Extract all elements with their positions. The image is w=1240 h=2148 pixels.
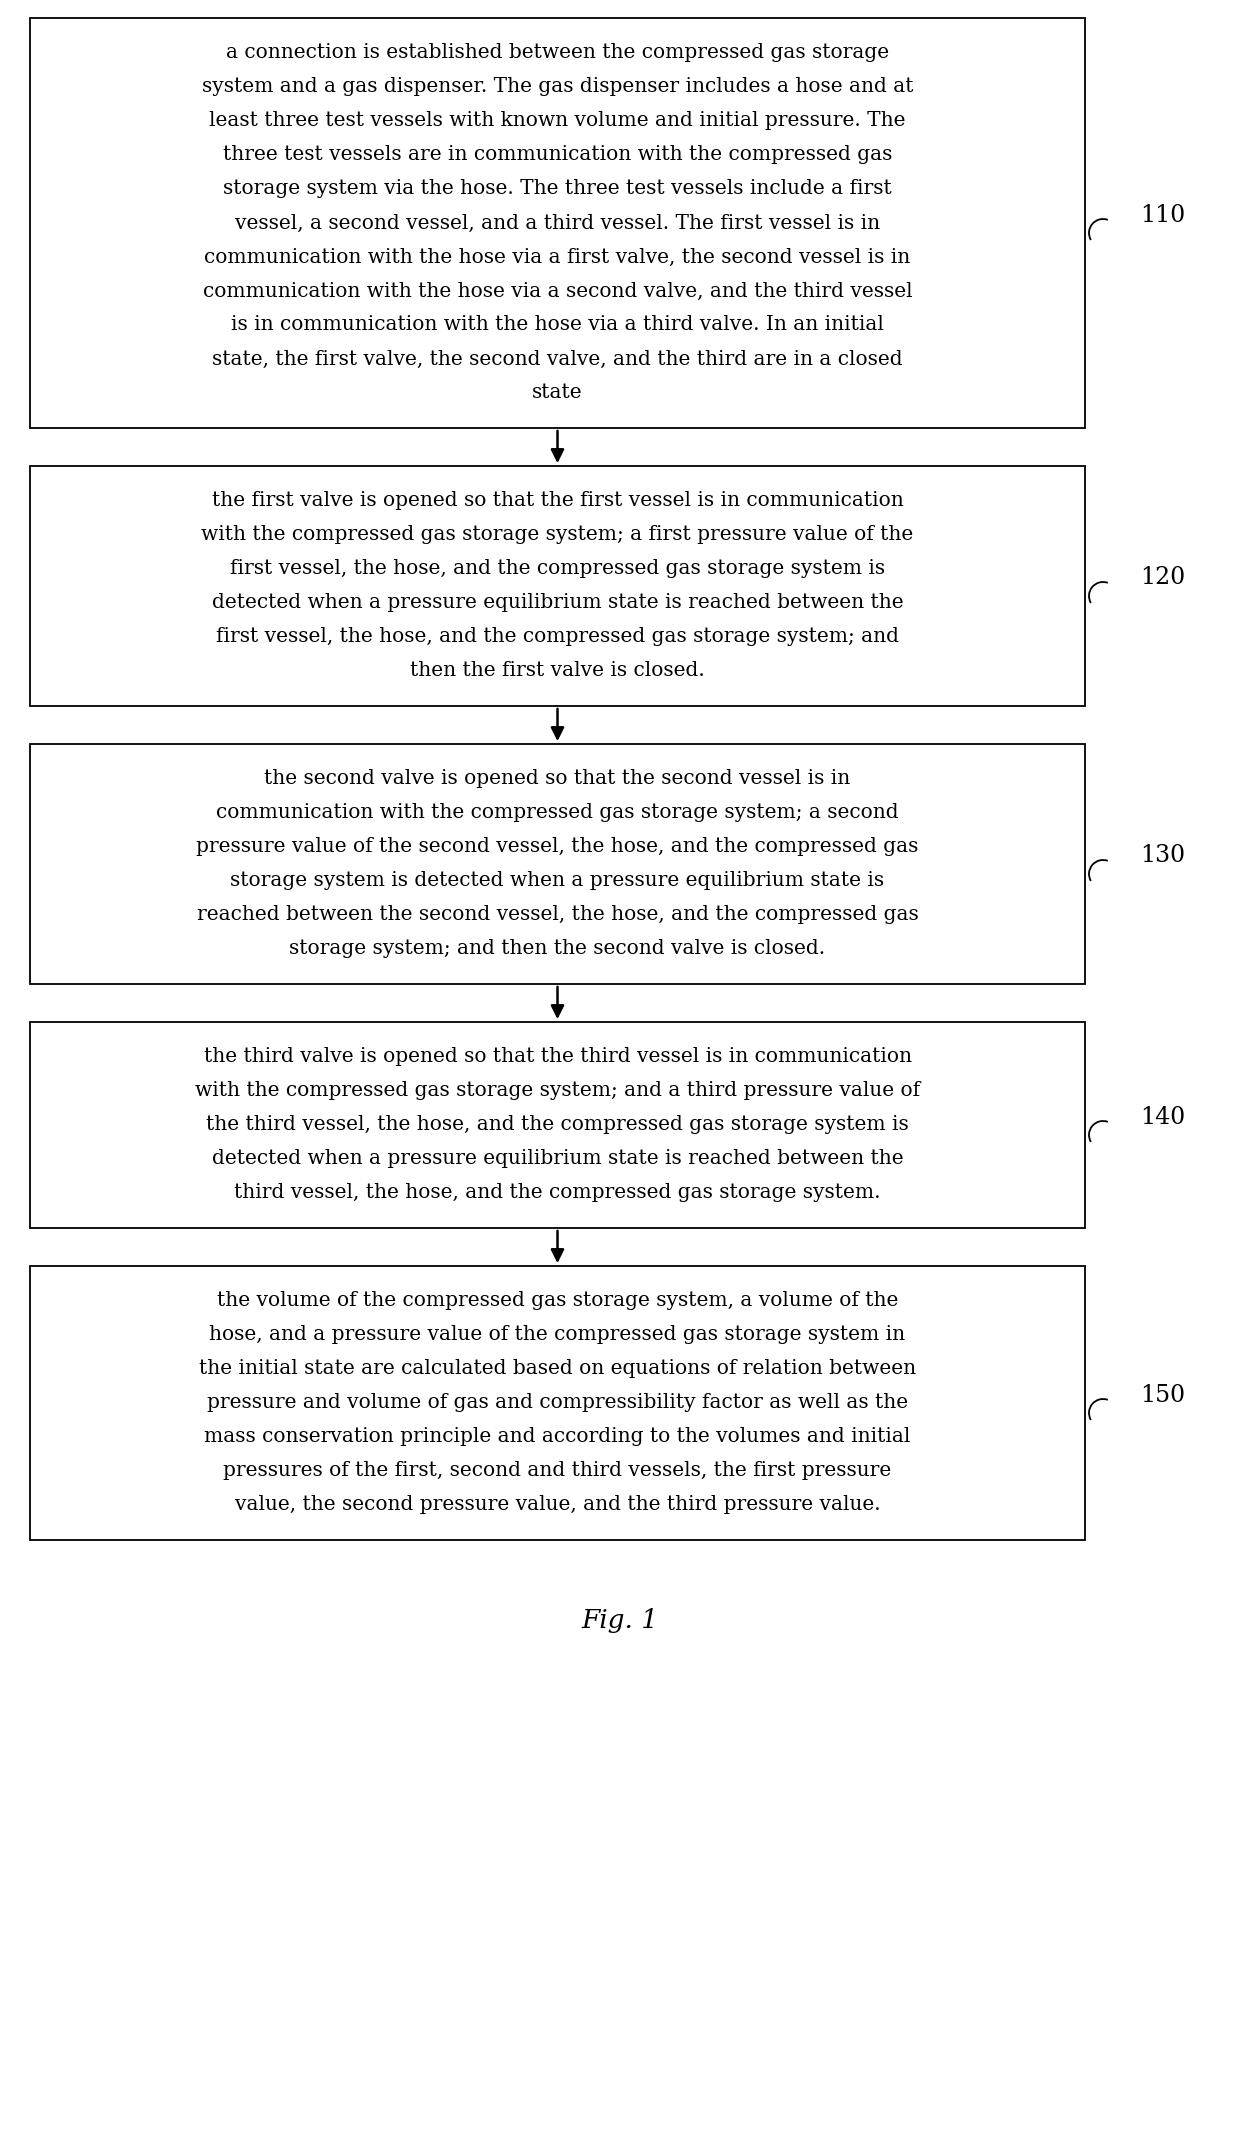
Text: state, the first valve, the second valve, and the third are in a closed: state, the first valve, the second valve… [212,350,903,369]
Text: 150: 150 [1140,1383,1185,1407]
Text: the second valve is opened so that the second vessel is in: the second valve is opened so that the s… [264,769,851,788]
Bar [30,1265,1085,1540]
Text: 110: 110 [1140,204,1185,226]
Text: mass conservation principle and according to the volumes and initial: mass conservation principle and accordin… [205,1428,910,1446]
Text: 120: 120 [1140,567,1185,589]
Text: with the compressed gas storage system; and a third pressure value of: with the compressed gas storage system; … [195,1080,920,1100]
Text: least three test vessels with known volume and initial pressure. The: least three test vessels with known volu… [210,112,905,131]
Text: Fig. 1: Fig. 1 [582,1609,658,1632]
Text: the third vessel, the hose, and the compressed gas storage system is: the third vessel, the hose, and the comp… [206,1115,909,1134]
Text: is in communication with the hose via a third valve. In an initial: is in communication with the hose via a … [231,316,884,335]
Text: communication with the hose via a first valve, the second vessel is in: communication with the hose via a first … [205,247,910,266]
Text: communication with the hose via a second valve, and the third vessel: communication with the hose via a second… [202,281,913,301]
Text: the volume of the compressed gas storage system, a volume of the: the volume of the compressed gas storage… [217,1291,898,1310]
Bar [30,17,1085,427]
Text: the initial state are calculated based on equations of relation between: the initial state are calculated based o… [198,1360,916,1379]
Bar [30,1022,1085,1229]
Text: value, the second pressure value, and the third pressure value.: value, the second pressure value, and th… [234,1495,880,1514]
Text: state: state [532,384,583,402]
Text: the first valve is opened so that the first vessel is in communication: the first valve is opened so that the fi… [212,492,904,511]
Text: pressure and volume of gas and compressibility factor as well as the: pressure and volume of gas and compressi… [207,1394,908,1413]
Text: reached between the second vessel, the hose, and the compressed gas: reached between the second vessel, the h… [197,906,919,924]
Text: 130: 130 [1140,844,1185,868]
Text: communication with the compressed gas storage system; a second: communication with the compressed gas st… [216,803,899,823]
Text: the third valve is opened so that the third vessel is in communication: the third valve is opened so that the th… [203,1048,911,1068]
Text: detected when a pressure equilibrium state is reached between the: detected when a pressure equilibrium sta… [212,593,903,612]
Text: detected when a pressure equilibrium state is reached between the: detected when a pressure equilibrium sta… [212,1149,903,1169]
Text: 140: 140 [1140,1106,1185,1128]
Bar [30,743,1085,984]
Text: three test vessels are in communication with the compressed gas: three test vessels are in communication … [223,146,893,165]
Text: pressure value of the second vessel, the hose, and the compressed gas: pressure value of the second vessel, the… [196,838,919,857]
Text: pressures of the first, second and third vessels, the first pressure: pressures of the first, second and third… [223,1461,892,1480]
Text: third vessel, the hose, and the compressed gas storage system.: third vessel, the hose, and the compress… [234,1184,880,1203]
Text: then the first valve is closed.: then the first valve is closed. [410,662,704,681]
Text: vessel, a second vessel, and a third vessel. The first vessel is in: vessel, a second vessel, and a third ves… [234,213,880,232]
Text: first vessel, the hose, and the compressed gas storage system is: first vessel, the hose, and the compress… [229,558,885,578]
Bar [30,466,1085,707]
Text: storage system via the hose. The three test vessels include a first: storage system via the hose. The three t… [223,180,892,198]
Text: first vessel, the hose, and the compressed gas storage system; and: first vessel, the hose, and the compress… [216,627,899,647]
Text: storage system is detected when a pressure equilibrium state is: storage system is detected when a pressu… [231,872,884,891]
Text: hose, and a pressure value of the compressed gas storage system in: hose, and a pressure value of the compre… [210,1325,905,1345]
Text: storage system; and then the second valve is closed.: storage system; and then the second valv… [289,939,826,958]
Text: a connection is established between the compressed gas storage: a connection is established between the … [226,43,889,62]
Text: system and a gas dispenser. The gas dispenser includes a hose and at: system and a gas dispenser. The gas disp… [202,77,913,97]
Text: with the compressed gas storage system; a first pressure value of the: with the compressed gas storage system; … [201,526,914,543]
